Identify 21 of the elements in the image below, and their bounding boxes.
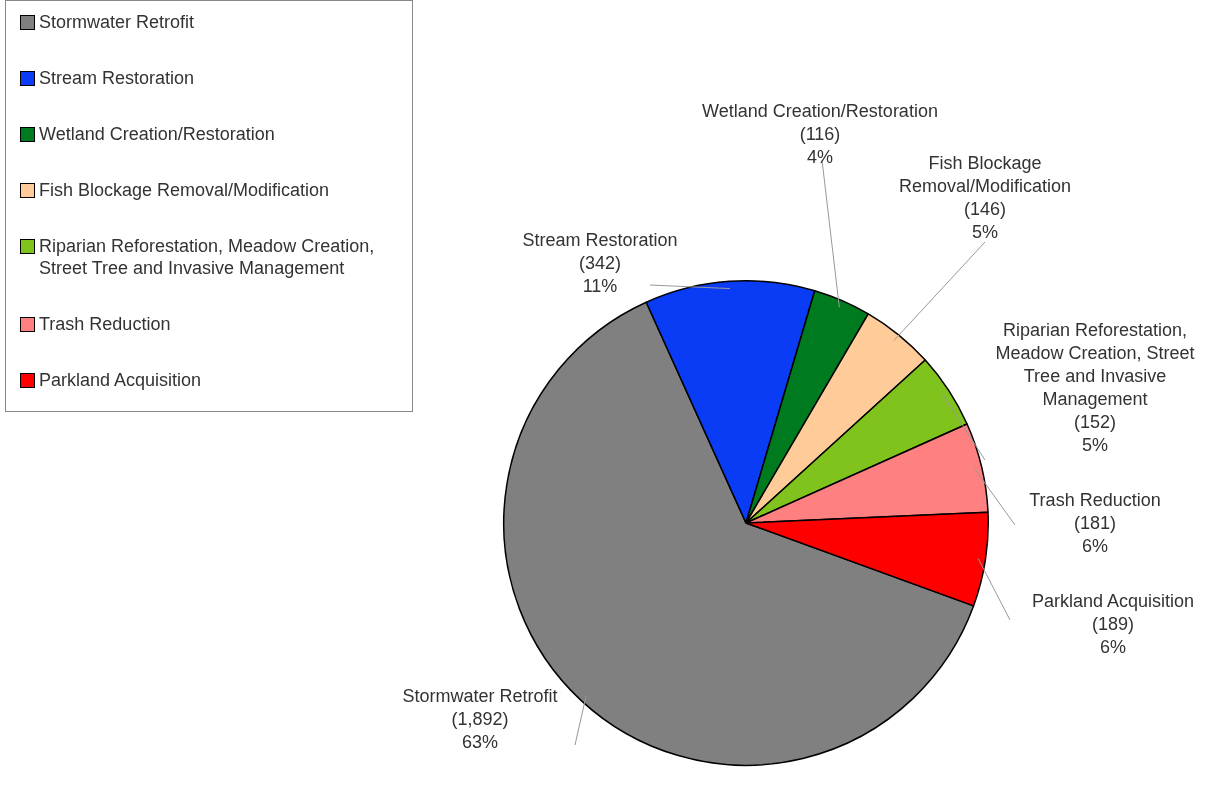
data-label: (181) 6% [1073, 512, 1117, 556]
slice-label: Riparian Reforestation, Meadow Creation, Street Tree and Invasive Management [995, 319, 1195, 409]
legend-label: Wetland Creation/Restoration [39, 123, 275, 145]
legend-label: Riparian Reforestation, Meadow Creation, Street Tree and Invasive Management [39, 235, 376, 279]
data-label: (1,892) 63% [451, 708, 509, 752]
data-label: (146) 5% [963, 198, 1007, 242]
slice-label: Stream Restoration [522, 229, 678, 250]
data-label: (342) 11% [578, 252, 622, 296]
legend-label: Fish Blockage Removal/Modification [39, 179, 330, 201]
slice-label: Parkland Acquisition [1031, 590, 1195, 611]
data-label: (116) 4% [799, 123, 841, 167]
slice-label: Wetland Creation/Restoration [702, 100, 938, 121]
slice-label: Stormwater Retrofit [402, 685, 558, 706]
legend-label: Stream Restoration [39, 67, 195, 89]
legend-label: Trash Reduction [39, 313, 171, 335]
slice-label: Trash Reduction [1029, 489, 1161, 510]
legend-label: Stormwater Retrofit [39, 11, 195, 33]
data-label: (152) 5% [1073, 411, 1117, 455]
data-label: (189) 6% [1091, 613, 1135, 657]
legend-label: Parkland Acquisition [39, 369, 202, 391]
slice-label: Fish Blockage Removal/Modification [898, 152, 1072, 196]
